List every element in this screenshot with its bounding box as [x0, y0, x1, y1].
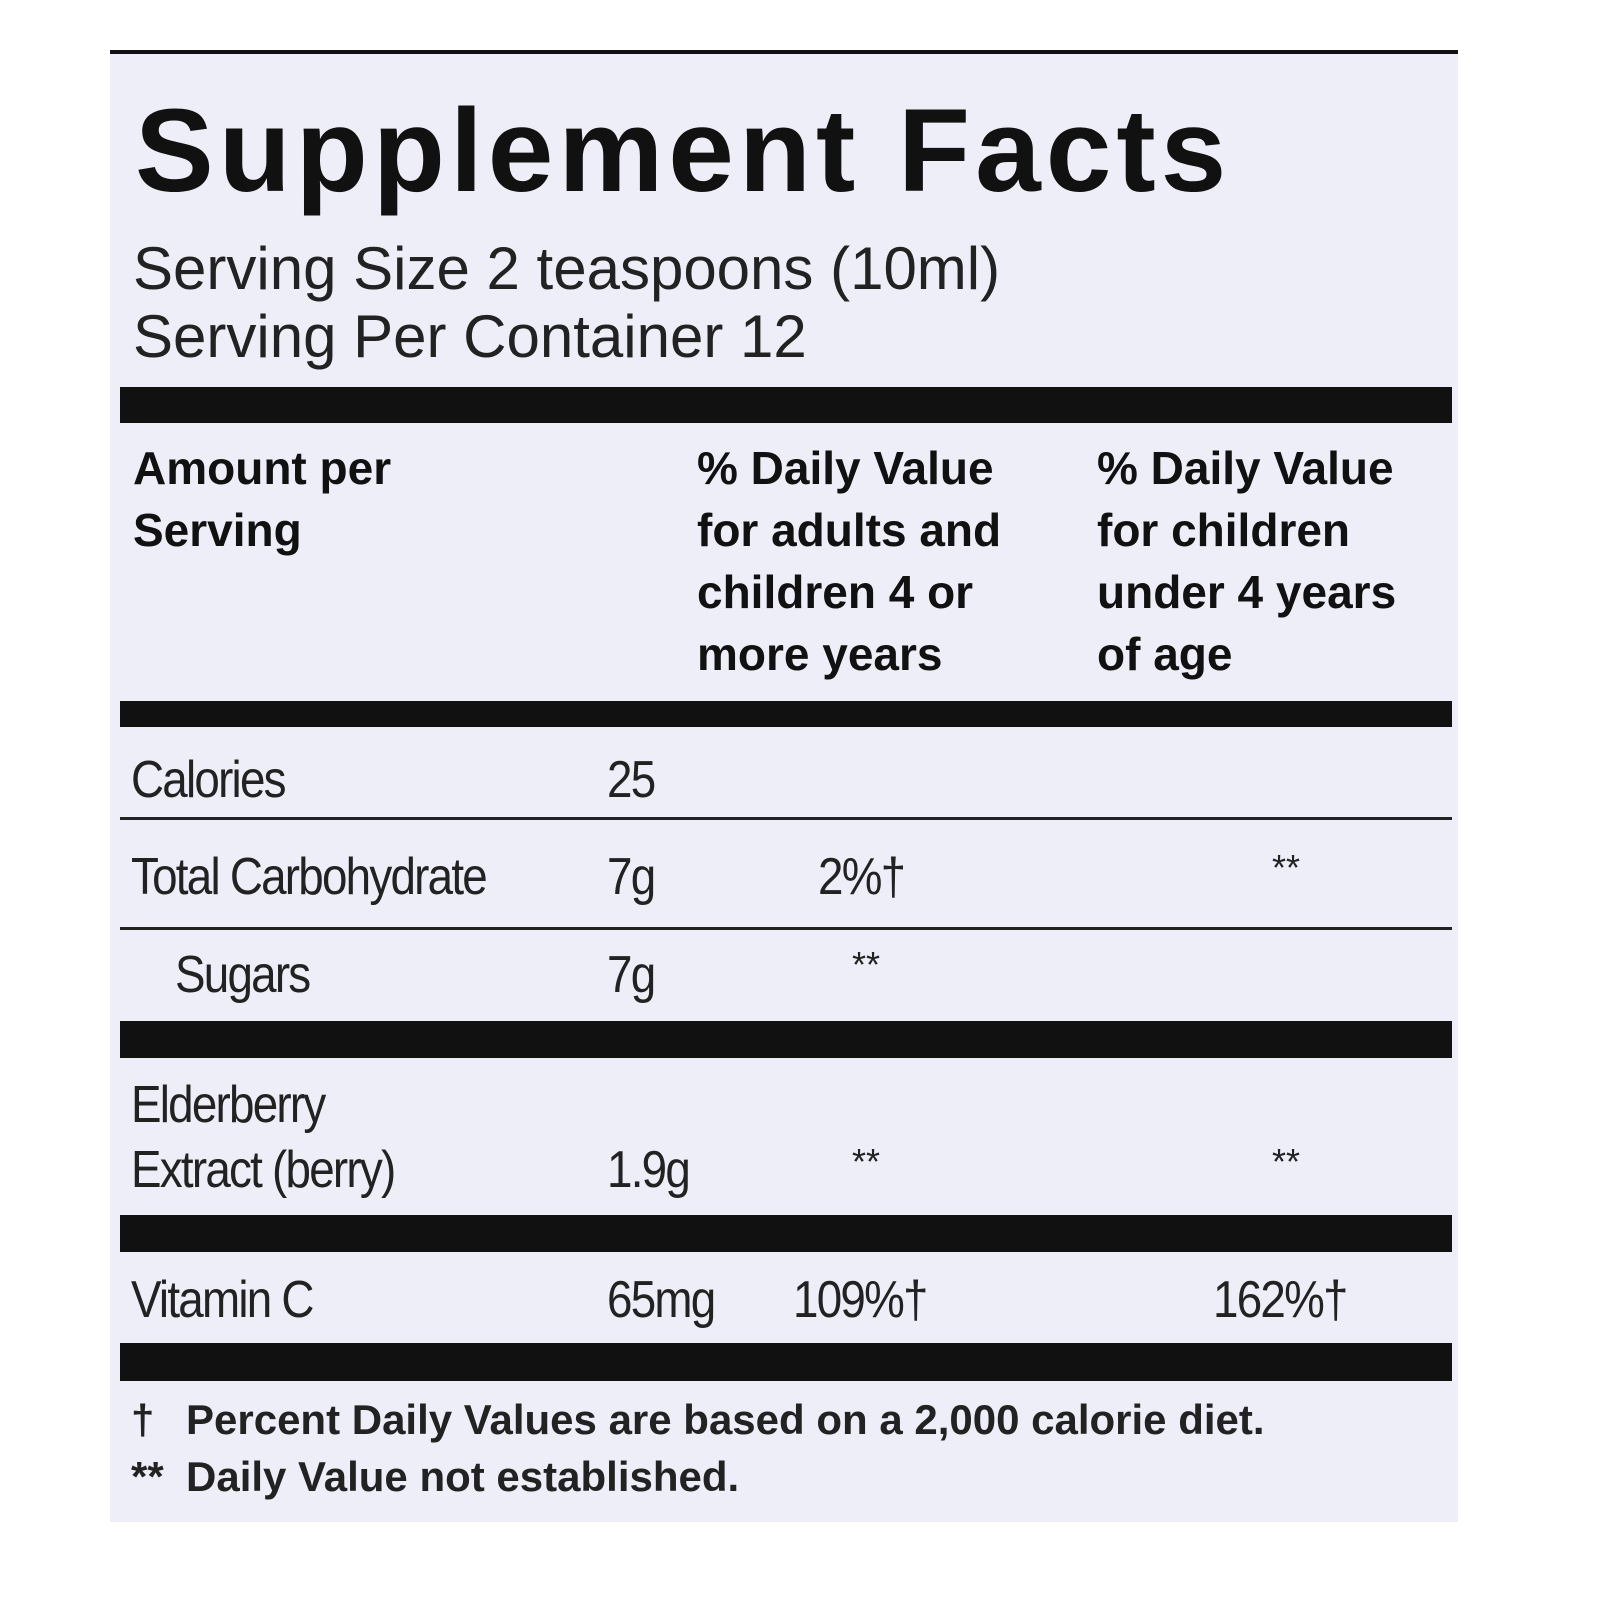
header-line: more years — [697, 628, 943, 680]
nutrient-name: Sugars — [175, 946, 311, 1004]
servings-per-container: Serving Per Container 12 — [133, 303, 807, 370]
header-amount: Amount per Serving — [133, 437, 391, 561]
amount: 65mg — [607, 1271, 716, 1329]
footnote-text: Percent Daily Values are based on a 2,00… — [186, 1396, 1265, 1443]
serving-size: Serving Size 2 teaspoons (10ml) — [133, 235, 1001, 302]
nutrient-name: Vitamin C — [131, 1271, 314, 1329]
header-line: for adults and — [697, 504, 1002, 556]
title: Supplement Facts — [135, 85, 1232, 217]
header-line: % Daily Value — [697, 442, 994, 494]
nutrient-name: Elderberry — [131, 1076, 326, 1134]
nutrient-name: Total Carbohydrate — [131, 848, 488, 906]
dv-adults: ** — [852, 1141, 881, 1182]
dv-children: ** — [1272, 1141, 1301, 1182]
header-line: of age — [1097, 628, 1233, 680]
amount: 7g — [607, 848, 656, 906]
header-line: under 4 years — [1097, 566, 1397, 618]
row-line — [120, 927, 1452, 930]
row-line — [120, 817, 1452, 820]
header-line: for children — [1097, 504, 1351, 556]
header-line: Amount per — [133, 442, 392, 494]
supplement-facts-panel: Supplement Facts Serving Size 2 teaspoon… — [110, 50, 1458, 1522]
dv-adults: 109%† — [793, 1271, 928, 1329]
nutrient-name: Calories — [131, 751, 287, 809]
dv-children: 162%† — [1213, 1271, 1348, 1329]
footnote-text: Daily Value not established. — [186, 1453, 740, 1500]
header-line: % Daily Value — [1097, 442, 1394, 494]
divider — [120, 1021, 1452, 1058]
header-dv-children: % Daily Value for children under 4 years… — [1097, 437, 1396, 685]
header-dv-adults: % Daily Value for adults and children 4 … — [697, 437, 1001, 685]
footnote-mark: † — [131, 1396, 155, 1443]
dv-adults: 2%† — [818, 848, 906, 906]
header-line: Serving — [133, 504, 302, 556]
divider — [120, 387, 1452, 423]
amount: 1.9g — [607, 1141, 691, 1199]
divider — [120, 701, 1452, 727]
footnote-mark: ** — [131, 1453, 164, 1500]
nutrient-name: Extract (berry) — [131, 1141, 396, 1199]
header-line: children 4 or — [697, 566, 974, 618]
dv-children: ** — [1272, 847, 1301, 888]
dv-adults: ** — [852, 944, 881, 985]
divider — [120, 1343, 1452, 1381]
divider — [120, 1215, 1452, 1252]
amount: 25 — [607, 751, 656, 809]
amount: 7g — [607, 946, 656, 1004]
